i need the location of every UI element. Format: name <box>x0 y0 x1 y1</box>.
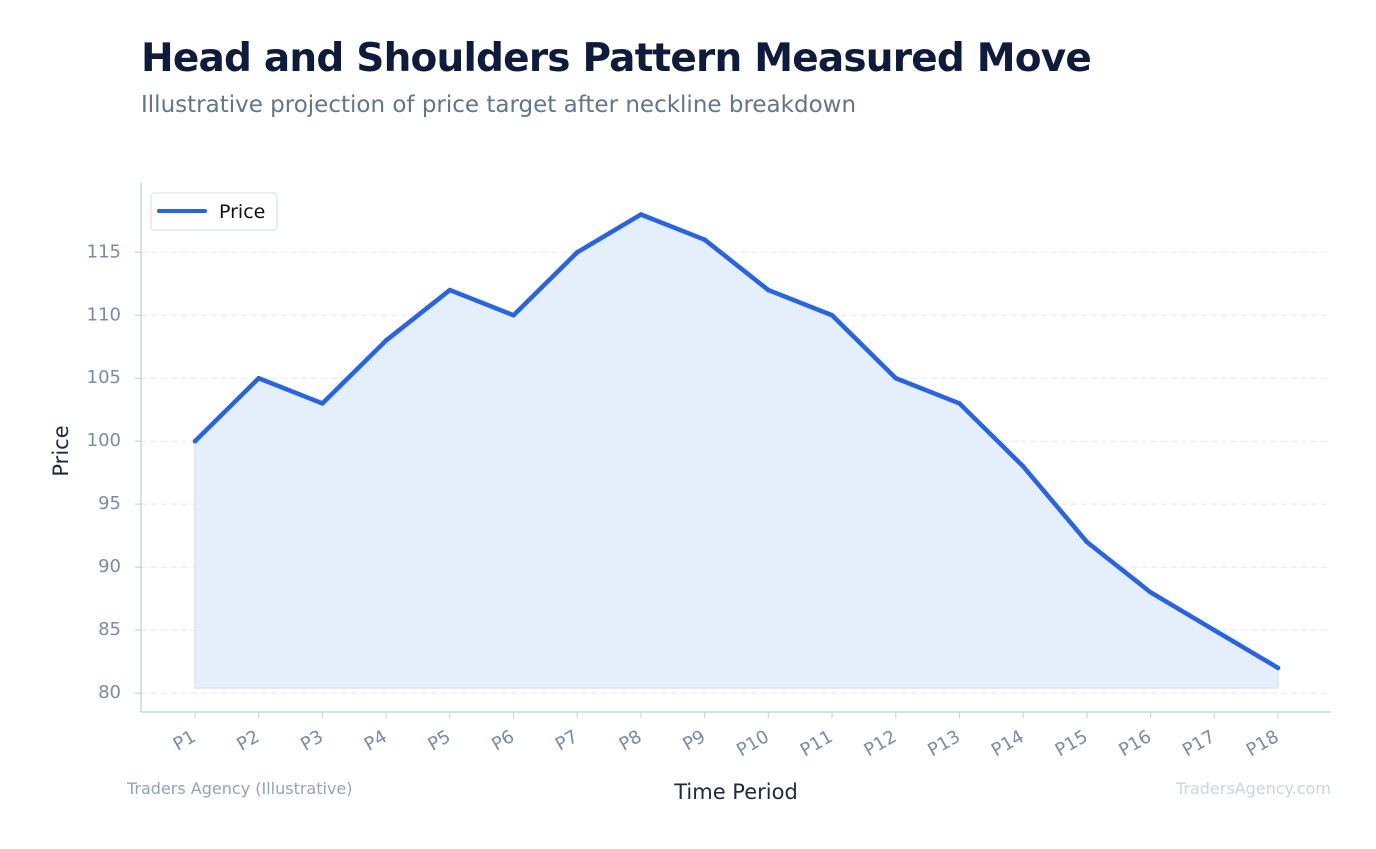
price-line-segment <box>320 338 389 406</box>
y-tick-label: 90 <box>98 556 121 577</box>
price-point <box>447 287 453 293</box>
footer-source: Traders Agency (Illustrative) <box>127 779 353 798</box>
x-tick-label: P10 <box>733 726 773 761</box>
chart-subtitle: Illustrative projection of price target … <box>141 92 857 118</box>
price-point <box>893 376 898 381</box>
price-line-segment <box>1020 464 1090 545</box>
price-line-segment <box>383 287 453 343</box>
price-line-segment <box>192 375 261 444</box>
x-tick-label: P6 <box>488 726 518 755</box>
price-point <box>829 313 835 318</box>
x-tick-label: P5 <box>425 726 455 755</box>
y-tick-label: 115 <box>87 241 121 262</box>
y-tick-label: 100 <box>87 430 121 451</box>
x-axis-label: Time Period <box>673 780 798 804</box>
x-tick-label: P13 <box>924 726 964 761</box>
x-tick-label: P4 <box>361 726 391 755</box>
x-tick-label: P8 <box>616 726 646 755</box>
x-tick-label: P15 <box>1052 726 1092 761</box>
x-tick-label: P2 <box>233 726 263 755</box>
price-point <box>192 439 198 444</box>
x-tick-label: P18 <box>1243 726 1283 761</box>
price-line-segment <box>893 375 962 406</box>
y-tick-label: 85 <box>98 619 121 640</box>
x-tick-label: P3 <box>297 726 327 755</box>
legend: Price <box>150 192 278 231</box>
price-line-segment <box>511 250 580 318</box>
price-line-segment <box>957 401 1026 469</box>
y-tick-label: 105 <box>87 367 121 388</box>
legend-label: Price <box>219 201 265 223</box>
x-tick-label: P7 <box>552 726 582 755</box>
legend-box <box>150 192 278 231</box>
price-point <box>320 401 325 406</box>
price-point <box>511 313 516 318</box>
price-line-segment <box>766 287 835 318</box>
price-line-segment <box>702 237 771 293</box>
price-line-segment <box>1148 590 1217 633</box>
price-point <box>957 401 962 406</box>
price-line-segment <box>829 313 899 381</box>
x-tick-label: P17 <box>1179 726 1219 761</box>
price-line-segment <box>447 287 516 318</box>
x-tick-label: P1 <box>170 726 200 755</box>
x-tick-label: P12 <box>861 726 901 761</box>
price-point <box>1084 539 1090 545</box>
price-point <box>1275 665 1281 671</box>
price-point <box>702 237 707 242</box>
price-point <box>575 250 580 255</box>
price-line-segment <box>256 375 325 406</box>
price-point <box>766 287 771 293</box>
price-line-segment <box>574 212 644 255</box>
axes <box>135 183 1331 718</box>
x-tick-label: P16 <box>1115 726 1155 761</box>
price-point <box>383 338 389 343</box>
footer-watermark: TradersAgency.com <box>1175 779 1331 798</box>
y-tick-label: 110 <box>87 304 121 325</box>
x-tick-label: P11 <box>797 726 837 761</box>
price-point <box>638 212 644 217</box>
line-layer <box>192 212 1281 671</box>
y-tick-label: 80 <box>98 682 121 703</box>
price-line-segment <box>1084 539 1153 595</box>
y-axis-label: Price <box>49 425 73 476</box>
price-point <box>256 376 261 381</box>
price-line-segment <box>638 212 707 242</box>
x-tick-labels: P1 P2 P3 P4 P5 P6 P7 P8 P9 P10 P11 P12 P13 P14 P15 P16 P… <box>170 726 1283 761</box>
price-point <box>1212 627 1217 633</box>
y-tick-label: 95 <box>98 493 121 514</box>
price-point <box>1148 590 1153 595</box>
area-layer <box>194 213 1279 689</box>
x-tick-label: P14 <box>988 726 1028 761</box>
price-point <box>1020 464 1026 469</box>
x-tick-label: P9 <box>679 726 709 755</box>
area-fill <box>194 213 1279 689</box>
y-tick-labels: 80 85 90 95 100 105 110 115 <box>87 241 121 703</box>
price-line-segment <box>1212 627 1281 671</box>
chart-title: Head and Shoulders Pattern Measured Move <box>141 36 1092 81</box>
